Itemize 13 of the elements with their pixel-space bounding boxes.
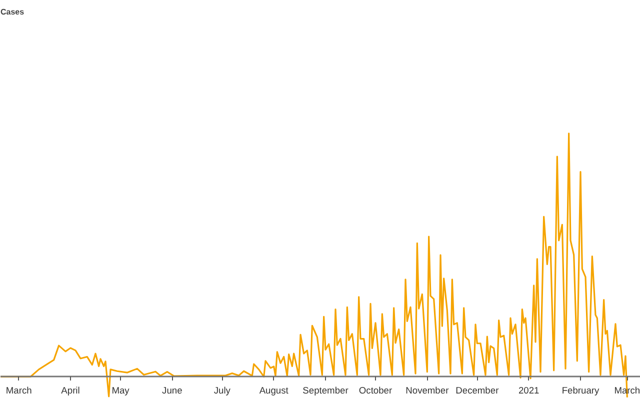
x-tick-label: April xyxy=(61,386,80,396)
text: Cases xyxy=(0,8,25,16)
x-tick-label: August xyxy=(259,386,289,396)
x-tick-label: November xyxy=(406,386,449,396)
x-tick-label: October xyxy=(358,386,392,396)
x-tick-label: September xyxy=(302,386,348,396)
x-tick-label: July xyxy=(214,386,231,396)
x-tick-label: December xyxy=(456,386,499,396)
x-tick-label: February xyxy=(562,386,600,396)
x-tick-label: March xyxy=(6,386,32,396)
x-tick-label: 2021 xyxy=(518,386,540,396)
x-tick-label: May xyxy=(112,386,130,396)
x-tick-label: June xyxy=(162,386,182,396)
